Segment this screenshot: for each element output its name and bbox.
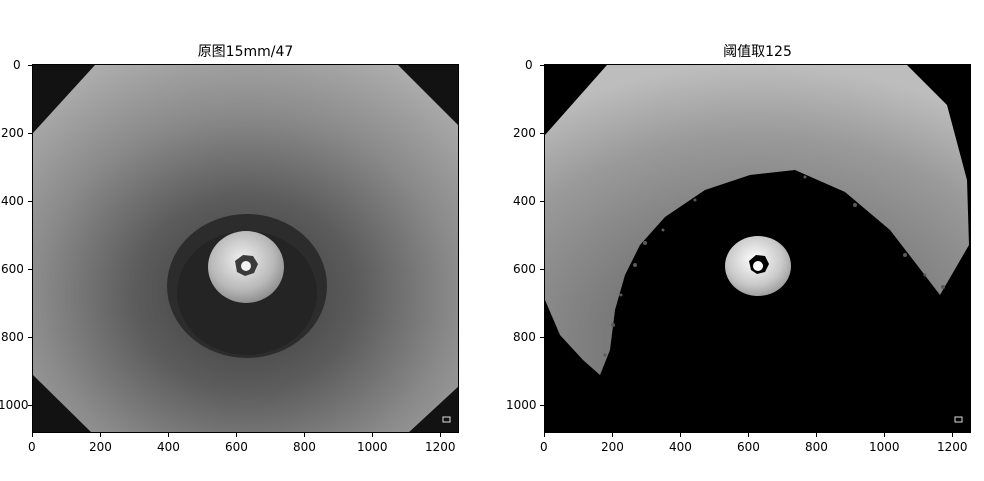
y-tickmark (540, 201, 544, 202)
x-tickmark (236, 433, 237, 437)
y-tickmark (540, 133, 544, 134)
x-tick-label: 800 (293, 440, 316, 454)
x-tick-label: 1000 (869, 440, 900, 454)
x-tickmark (304, 433, 305, 437)
x-tick-label: 200 (89, 440, 112, 454)
y-tick-label: 400 (1, 194, 24, 208)
y-tickmark (28, 405, 32, 406)
x-tick-label: 200 (601, 440, 624, 454)
y-tick-label: 200 (513, 126, 536, 140)
x-tickmark (816, 433, 817, 437)
left-panel-title: 原图15mm/47 (197, 44, 294, 60)
x-tickmark (372, 433, 373, 437)
right-image-frame (544, 64, 971, 433)
y-tick-label: 800 (1, 330, 24, 344)
x-tick-label: 0 (540, 440, 548, 454)
y-tickmark (28, 269, 32, 270)
x-tick-label: 600 (225, 440, 248, 454)
x-tickmark (680, 433, 681, 437)
y-tickmark (540, 65, 544, 66)
y-tick-label: 600 (513, 262, 536, 276)
x-tick-label: 1200 (425, 440, 456, 454)
y-tickmark (540, 269, 544, 270)
y-tickmark (28, 133, 32, 134)
y-tick-label: 0 (525, 58, 533, 72)
x-tickmark (100, 433, 101, 437)
x-tickmark (612, 433, 613, 437)
x-tickmark (748, 433, 749, 437)
x-tickmark (884, 433, 885, 437)
left-image-frame (32, 64, 459, 433)
x-tick-label: 600 (737, 440, 760, 454)
x-tick-label: 1000 (357, 440, 388, 454)
thresholded-pipe-image (545, 65, 970, 432)
y-tick-label: 0 (13, 58, 21, 72)
x-tickmark (32, 433, 33, 437)
y-tickmark (28, 65, 32, 66)
y-tick-label: 800 (513, 330, 536, 344)
x-tickmark (168, 433, 169, 437)
x-tick-label: 1200 (937, 440, 968, 454)
x-tickmark (952, 433, 953, 437)
x-tick-label: 0 (28, 440, 36, 454)
y-tickmark (28, 201, 32, 202)
y-tick-label: 1000 (0, 398, 29, 412)
y-tickmark (28, 337, 32, 338)
right-panel-title: 阈值取125 (723, 44, 792, 60)
x-tick-label: 400 (157, 440, 180, 454)
x-tickmark (544, 433, 545, 437)
x-tick-label: 800 (805, 440, 828, 454)
y-tick-label: 400 (513, 194, 536, 208)
x-tick-label: 400 (669, 440, 692, 454)
y-tick-label: 600 (1, 262, 24, 276)
y-tick-label: 200 (1, 126, 24, 140)
y-tickmark (540, 405, 544, 406)
y-tickmark (540, 337, 544, 338)
y-tick-label: 1000 (506, 398, 537, 412)
x-tickmark (440, 433, 441, 437)
original-pipe-image (33, 65, 458, 432)
